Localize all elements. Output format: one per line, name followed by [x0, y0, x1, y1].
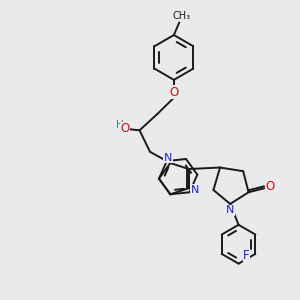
Text: N: N	[164, 153, 172, 163]
Text: CH₃: CH₃	[172, 11, 191, 21]
Text: O: O	[121, 122, 130, 135]
Text: H: H	[116, 120, 124, 130]
Text: O: O	[266, 180, 275, 193]
Text: N: N	[226, 206, 234, 215]
Text: O: O	[169, 86, 178, 99]
Text: N: N	[190, 184, 199, 194]
Text: F: F	[243, 249, 250, 262]
